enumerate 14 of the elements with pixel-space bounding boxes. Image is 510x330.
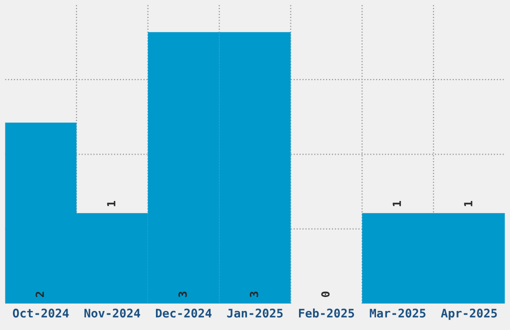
x-tick-label: Feb-2025 <box>299 308 354 318</box>
x-tick-label: Nov-2024 <box>84 308 140 318</box>
data-label: 0 <box>321 292 330 297</box>
data-label: 1 <box>107 200 116 206</box>
data-label: 3 <box>250 292 258 297</box>
data-label: 1 <box>392 200 401 206</box>
x-tick-label: Apr-2025 <box>440 308 497 320</box>
data-label: 1 <box>464 200 472 206</box>
x-tick-label: Oct-2024 <box>12 308 69 318</box>
data-label: 3 <box>178 292 187 297</box>
x-tick-label: Mar-2025 <box>370 308 426 318</box>
x-tick-label: Dec-2024 <box>156 308 212 318</box>
data-label: 2 <box>36 292 44 298</box>
x-tick-label: Jan-2025 <box>227 308 283 318</box>
